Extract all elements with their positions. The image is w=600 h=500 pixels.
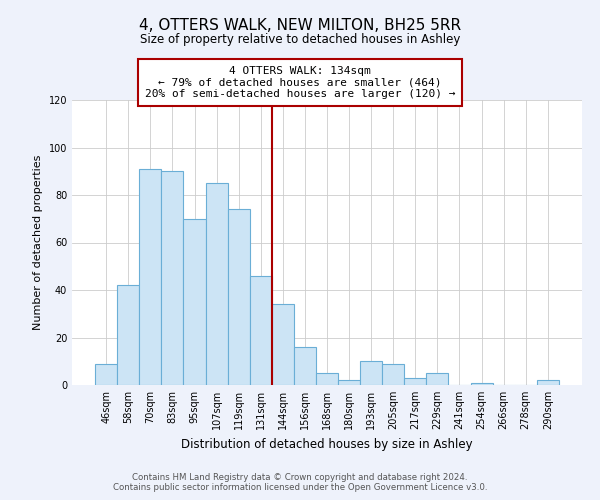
Bar bbox=[294, 347, 316, 385]
Bar bbox=[470, 382, 493, 385]
Bar bbox=[360, 361, 382, 385]
Bar bbox=[161, 171, 184, 385]
Bar bbox=[316, 373, 338, 385]
Text: Size of property relative to detached houses in Ashley: Size of property relative to detached ho… bbox=[140, 32, 460, 46]
Bar bbox=[338, 380, 360, 385]
Bar bbox=[537, 380, 559, 385]
Bar bbox=[95, 364, 117, 385]
Text: 4, OTTERS WALK, NEW MILTON, BH25 5RR: 4, OTTERS WALK, NEW MILTON, BH25 5RR bbox=[139, 18, 461, 32]
Bar bbox=[382, 364, 404, 385]
Bar bbox=[227, 209, 250, 385]
Bar bbox=[427, 373, 448, 385]
Bar bbox=[272, 304, 294, 385]
Bar bbox=[139, 169, 161, 385]
Bar bbox=[184, 219, 206, 385]
Bar bbox=[404, 378, 427, 385]
Text: Contains HM Land Registry data © Crown copyright and database right 2024.
Contai: Contains HM Land Registry data © Crown c… bbox=[113, 473, 487, 492]
X-axis label: Distribution of detached houses by size in Ashley: Distribution of detached houses by size … bbox=[181, 438, 473, 450]
Bar bbox=[250, 276, 272, 385]
Text: 4 OTTERS WALK: 134sqm
← 79% of detached houses are smaller (464)
20% of semi-det: 4 OTTERS WALK: 134sqm ← 79% of detached … bbox=[145, 66, 455, 99]
Y-axis label: Number of detached properties: Number of detached properties bbox=[33, 155, 43, 330]
Bar bbox=[206, 183, 227, 385]
Bar bbox=[117, 285, 139, 385]
